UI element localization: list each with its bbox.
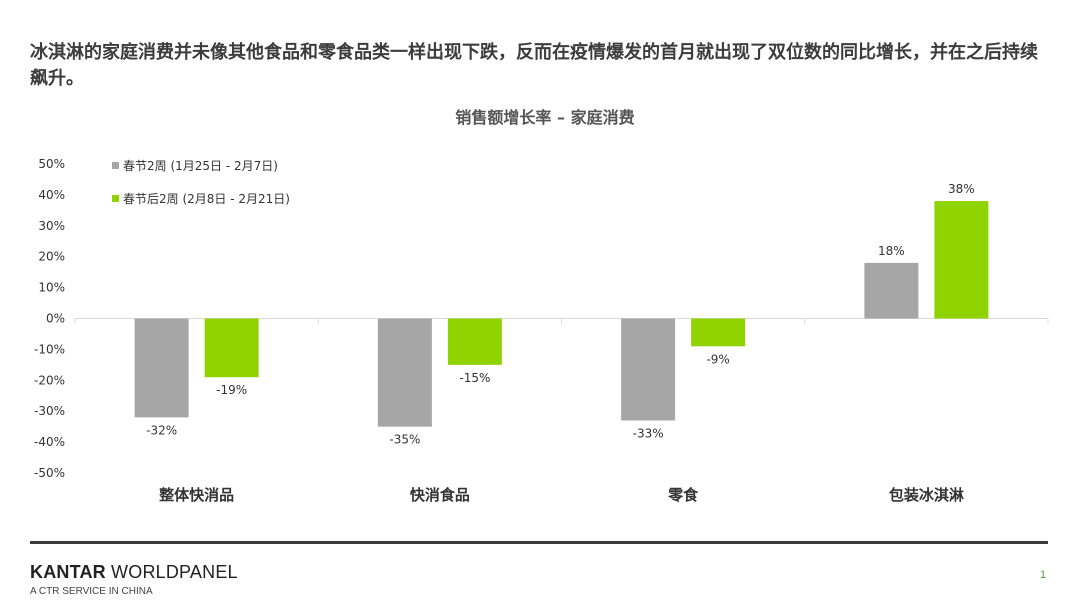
legend-swatch-series-1	[112, 161, 119, 169]
bar-value-label: 38%	[948, 182, 975, 196]
bar-series-2	[934, 201, 989, 319]
y-tick-label: 40%	[38, 188, 65, 202]
legend-item-series-2: 春节后2周 (2月8日 - 2月21日)	[112, 190, 290, 206]
legend-item-series-1: 春节2周 (1月25日 - 2月7日)	[112, 157, 290, 173]
y-tick-label: 10%	[38, 281, 65, 295]
y-tick-label: -30%	[34, 404, 65, 418]
category-separators	[74, 318, 1049, 324]
y-tick-label: -20%	[34, 373, 65, 387]
y-tick-label: -50%	[34, 466, 65, 480]
y-tick-label: 50%	[38, 157, 65, 171]
bar-series-2	[691, 318, 746, 347]
bar-series-2	[447, 318, 502, 365]
y-tick-label: 0%	[46, 312, 65, 326]
category-label: 整体快消品	[159, 486, 234, 504]
bar-chart: 50% 40% 30% 20% 10% 0% -10% -20% -30% -40% -50% -3…	[34, 157, 1049, 504]
brand-rest: WORLDPANEL	[105, 562, 238, 582]
chart-title: 销售额增长率 – 家庭消费	[455, 108, 635, 127]
bar-value-label: -15%	[459, 371, 490, 385]
brand-bold: KANTAR	[30, 562, 106, 582]
y-tick-label: 20%	[38, 250, 65, 264]
bar-value-label: -32%	[146, 423, 177, 437]
bar-series-1	[864, 262, 919, 319]
bar-value-label: -9%	[706, 352, 729, 366]
bar-value-label: -35%	[389, 433, 420, 447]
bar-value-label: -19%	[216, 383, 247, 397]
brand-logo: KANTAR WORLDPANEL	[30, 562, 238, 583]
y-tick-label: -40%	[34, 435, 65, 449]
bar-series-2	[204, 318, 259, 378]
bar-series-1	[134, 318, 189, 418]
brand-tagline: A CTR SERVICE IN CHINA	[30, 586, 153, 597]
legend: 春节2周 (1月25日 - 2月7日) 春节后2周 (2月8日 - 2月21日)	[112, 157, 290, 223]
bar-value-label: -33%	[633, 426, 664, 440]
legend-swatch-series-2	[112, 194, 119, 202]
legend-label-series-2: 春节后2周 (2月8日 - 2月21日)	[123, 191, 290, 206]
legend-label-series-1: 春节2周 (1月25日 - 2月7日)	[123, 158, 278, 173]
bars	[134, 201, 989, 427]
y-axis-labels: 50% 40% 30% 20% 10% 0% -10% -20% -30% -40% -50%	[34, 157, 65, 480]
category-label: 零食	[667, 486, 699, 504]
bar-series-1	[621, 318, 676, 421]
headline: 冰淇淋的家庭消费并未像其他食品和零食品类一样出现下跌，反而在疫情爆发的首月就出现…	[30, 42, 1038, 89]
category-labels: 整体快消品 快消食品 零食 包装冰淇淋	[159, 486, 964, 504]
category-label: 包装冰淇淋	[889, 486, 964, 504]
bar-series-1	[377, 318, 432, 427]
y-tick-label: 30%	[38, 219, 65, 233]
y-tick-label: -10%	[34, 342, 65, 356]
page-number: 1	[1040, 569, 1047, 581]
bar-value-label: 18%	[878, 244, 905, 258]
footer-divider	[30, 541, 1048, 544]
bar-value-labels: -32% -19% -35% -15% -33% -9% 18% 38%	[146, 182, 975, 447]
category-label: 快消食品	[410, 486, 470, 504]
